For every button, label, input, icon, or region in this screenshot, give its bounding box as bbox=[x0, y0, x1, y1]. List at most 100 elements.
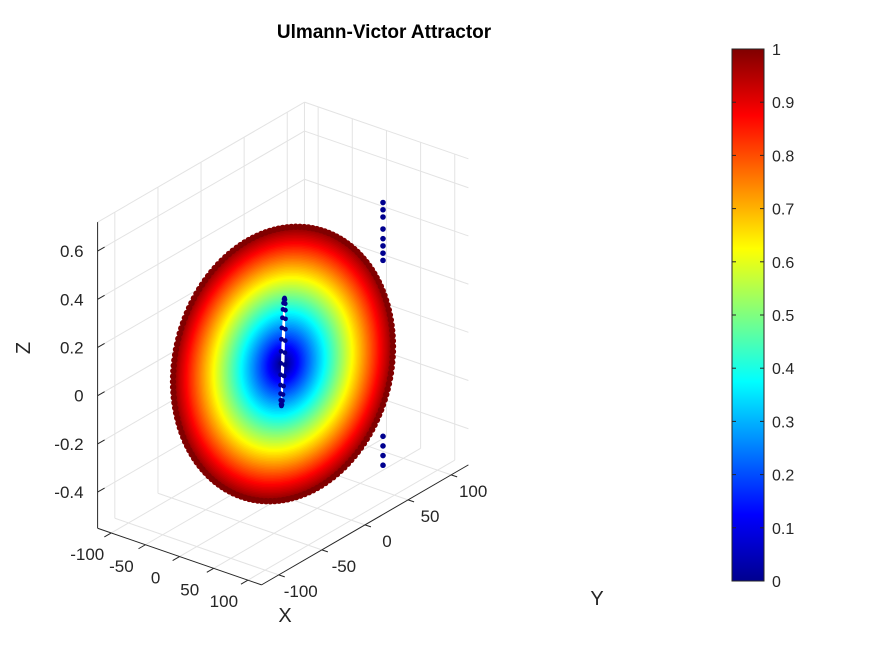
spine-point bbox=[380, 214, 386, 220]
core-point bbox=[278, 348, 284, 354]
z-tick-label: -0.4 bbox=[54, 483, 83, 502]
disk-rim-point bbox=[170, 367, 177, 375]
grid-line bbox=[304, 130, 469, 189]
y-tick-label: -50 bbox=[332, 557, 357, 576]
z-tick-label: -0.2 bbox=[54, 435, 83, 454]
disk-rim-point bbox=[384, 301, 391, 309]
disk-rim-point bbox=[185, 304, 193, 312]
disk-rim-point bbox=[389, 337, 397, 345]
colorbar-gradient bbox=[731, 48, 765, 582]
core-point bbox=[281, 373, 287, 379]
spine-point bbox=[380, 433, 386, 440]
disk-rim-point bbox=[373, 416, 381, 424]
disk-rim-point bbox=[366, 431, 373, 438]
z-axis-label: Z bbox=[13, 342, 35, 354]
disk-rim-point bbox=[190, 295, 198, 302]
box-edge bbox=[304, 101, 469, 160]
attractor-spine bbox=[380, 199, 386, 469]
grid-line bbox=[114, 517, 279, 576]
core-point bbox=[279, 325, 285, 331]
colorbar-tick-label: 0.9 bbox=[772, 95, 794, 112]
disk-rim-point bbox=[171, 404, 179, 412]
core-point bbox=[282, 362, 287, 367]
x-tick-label: 50 bbox=[180, 580, 199, 599]
y-tick bbox=[407, 499, 415, 503]
disk-rim-point bbox=[386, 311, 394, 319]
spine-point bbox=[380, 243, 386, 249]
disk-rim-point bbox=[344, 460, 352, 467]
z-tick-label: 0.6 bbox=[60, 242, 84, 261]
x-axis-label: X bbox=[278, 605, 291, 627]
core-point bbox=[279, 402, 285, 408]
colorbar: 0 0.1 0.2 0.3 0.4 0.5 0.6 0.7 0.8 0.9 1 bbox=[731, 42, 794, 591]
disk-rim-point bbox=[171, 351, 179, 359]
grid-line bbox=[157, 492, 323, 551]
tick-labels: -100 -50 0 50 100 -100 -50 0 50 100 -0.4 -0.2 0 0.2 0.… bbox=[54, 242, 487, 611]
colorbar-tick-label: 1 bbox=[772, 42, 781, 59]
core-point bbox=[278, 360, 284, 366]
core-point bbox=[280, 392, 286, 397]
colorbar-tick-label: 0.2 bbox=[772, 468, 794, 485]
x-tick-label: 0 bbox=[151, 569, 160, 588]
x-tick-label: 100 bbox=[210, 592, 238, 611]
disk-rim-point bbox=[172, 409, 180, 417]
disk-rim-point bbox=[170, 389, 177, 396]
disk-rim-point bbox=[179, 319, 187, 327]
spine-point bbox=[380, 250, 386, 256]
spine-point bbox=[380, 226, 386, 232]
disk-rim-point bbox=[169, 378, 177, 385]
disk-rim-point bbox=[368, 426, 376, 433]
y-tick bbox=[364, 524, 372, 528]
axis-lines bbox=[97, 222, 469, 586]
z-tick bbox=[97, 487, 105, 493]
spine-point bbox=[380, 206, 386, 213]
disk-rim-point bbox=[388, 364, 395, 371]
y-tick-label: 0 bbox=[382, 532, 391, 551]
disk-rim-point bbox=[172, 346, 180, 353]
disk-rim-point bbox=[181, 314, 189, 322]
core-point bbox=[280, 315, 285, 321]
disk-rim-point bbox=[193, 290, 200, 297]
disk-rim-point bbox=[175, 419, 182, 427]
disk-rim-point bbox=[389, 343, 397, 350]
disk-rim-point bbox=[176, 330, 183, 337]
disk-rim-point bbox=[174, 414, 181, 422]
disk-rim-point bbox=[389, 353, 396, 361]
colorbar-tick-label: 0.7 bbox=[772, 202, 794, 219]
core-point bbox=[282, 350, 288, 356]
spine-point bbox=[380, 235, 386, 242]
core-point bbox=[282, 338, 288, 343]
disk-rim-point bbox=[171, 399, 178, 407]
colorbar-tick-label: 0.8 bbox=[772, 148, 794, 165]
x-tick bbox=[172, 556, 180, 561]
disk-rim-point bbox=[171, 357, 178, 364]
colorbar-ticks: 0 0.1 0.2 0.3 0.4 0.5 0.6 0.7 0.8 0.9 1 bbox=[732, 42, 794, 591]
disk-rim-point bbox=[387, 369, 395, 377]
y-axis-label: Y bbox=[590, 588, 603, 610]
y-tick-label: 100 bbox=[459, 482, 487, 501]
disk-rim-point bbox=[387, 316, 395, 324]
colorbar-tick-label: 0.5 bbox=[772, 308, 794, 325]
x-tick bbox=[138, 544, 146, 550]
disk-rim-point bbox=[375, 411, 383, 419]
disk-rim-point bbox=[178, 325, 185, 332]
disk-rim-point bbox=[169, 373, 177, 380]
colorbar-tick-label: 0.4 bbox=[772, 361, 794, 378]
grid-line bbox=[97, 178, 305, 300]
disk-rim-point bbox=[388, 327, 396, 334]
x-tick-label: -50 bbox=[109, 557, 134, 576]
disk-rim-point bbox=[383, 391, 390, 398]
spine-point bbox=[380, 462, 386, 469]
spine-point bbox=[380, 443, 386, 449]
core-point bbox=[281, 296, 287, 302]
disk-rim-point bbox=[386, 375, 394, 382]
disk-rim-point bbox=[389, 332, 396, 339]
box-edge bbox=[97, 101, 305, 223]
disk-rim-point bbox=[388, 321, 395, 329]
chart-title: Ulmann-Victor Attractor bbox=[277, 22, 492, 43]
disk-rim-point bbox=[173, 340, 181, 348]
disk-rim-point bbox=[170, 394, 178, 401]
z-tick-label: 0.2 bbox=[60, 338, 84, 357]
disk-rim-point bbox=[170, 362, 177, 369]
